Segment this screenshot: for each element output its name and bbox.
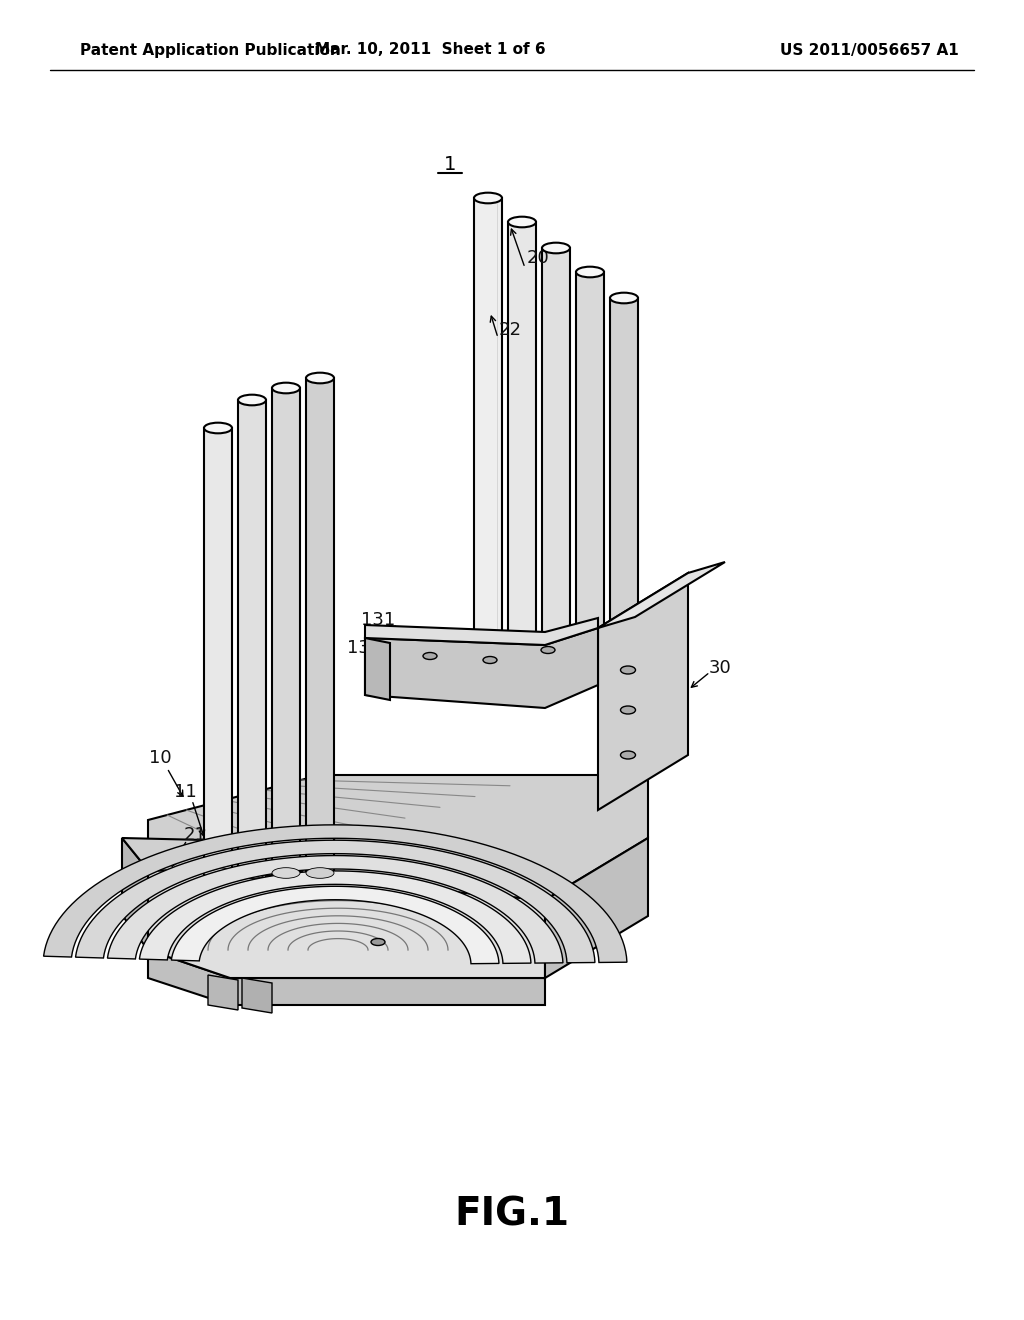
Polygon shape: [44, 825, 627, 962]
Text: 21: 21: [183, 826, 207, 843]
Polygon shape: [474, 198, 502, 640]
Text: 211: 211: [234, 858, 269, 876]
Text: Patent Application Publication: Patent Application Publication: [80, 42, 341, 58]
Text: 32: 32: [637, 626, 659, 644]
Polygon shape: [545, 838, 648, 978]
Ellipse shape: [541, 647, 555, 653]
Polygon shape: [108, 855, 563, 964]
Ellipse shape: [508, 216, 536, 227]
Text: 31: 31: [648, 709, 672, 727]
Ellipse shape: [204, 867, 232, 878]
Polygon shape: [148, 950, 545, 1005]
Polygon shape: [306, 378, 334, 878]
Polygon shape: [76, 841, 595, 962]
Ellipse shape: [371, 939, 385, 945]
Ellipse shape: [575, 267, 604, 277]
Polygon shape: [148, 870, 545, 978]
Polygon shape: [575, 272, 604, 657]
Text: 30: 30: [709, 659, 731, 677]
Ellipse shape: [508, 635, 536, 645]
Polygon shape: [242, 978, 272, 1012]
Text: US 2011/0056657 A1: US 2011/0056657 A1: [780, 42, 958, 58]
Ellipse shape: [423, 652, 437, 660]
Text: 10: 10: [148, 748, 171, 767]
Ellipse shape: [542, 243, 570, 253]
Polygon shape: [238, 400, 266, 878]
Ellipse shape: [575, 648, 604, 659]
Polygon shape: [365, 628, 598, 708]
Polygon shape: [208, 975, 238, 1010]
Ellipse shape: [272, 867, 300, 878]
Polygon shape: [122, 838, 230, 873]
Polygon shape: [365, 638, 390, 700]
Ellipse shape: [621, 706, 636, 714]
Ellipse shape: [306, 867, 334, 878]
Polygon shape: [598, 573, 688, 810]
Polygon shape: [610, 298, 638, 665]
Text: FIG.1: FIG.1: [455, 1196, 569, 1234]
Polygon shape: [542, 248, 570, 652]
Ellipse shape: [483, 656, 497, 664]
Text: 11: 11: [174, 783, 197, 801]
Text: 22: 22: [499, 321, 521, 339]
Ellipse shape: [610, 293, 638, 304]
Ellipse shape: [474, 630, 502, 640]
Polygon shape: [122, 838, 148, 950]
Ellipse shape: [306, 372, 334, 383]
Ellipse shape: [621, 751, 636, 759]
Ellipse shape: [272, 383, 300, 393]
Text: 20: 20: [526, 249, 549, 267]
Ellipse shape: [621, 667, 636, 675]
Ellipse shape: [542, 642, 570, 652]
Text: 13: 13: [346, 639, 370, 657]
Polygon shape: [508, 222, 536, 645]
Ellipse shape: [238, 867, 266, 878]
Polygon shape: [139, 871, 531, 964]
Polygon shape: [365, 618, 598, 645]
Polygon shape: [148, 775, 648, 900]
Polygon shape: [598, 562, 725, 628]
Polygon shape: [171, 886, 499, 964]
Text: 1: 1: [443, 156, 456, 174]
Text: 212: 212: [283, 858, 317, 876]
Text: 131: 131: [360, 611, 395, 630]
Ellipse shape: [474, 193, 502, 203]
Ellipse shape: [238, 395, 266, 405]
Text: Mar. 10, 2011  Sheet 1 of 6: Mar. 10, 2011 Sheet 1 of 6: [314, 42, 546, 58]
Ellipse shape: [204, 422, 232, 433]
Polygon shape: [204, 428, 232, 878]
Polygon shape: [272, 388, 300, 878]
Ellipse shape: [610, 655, 638, 665]
